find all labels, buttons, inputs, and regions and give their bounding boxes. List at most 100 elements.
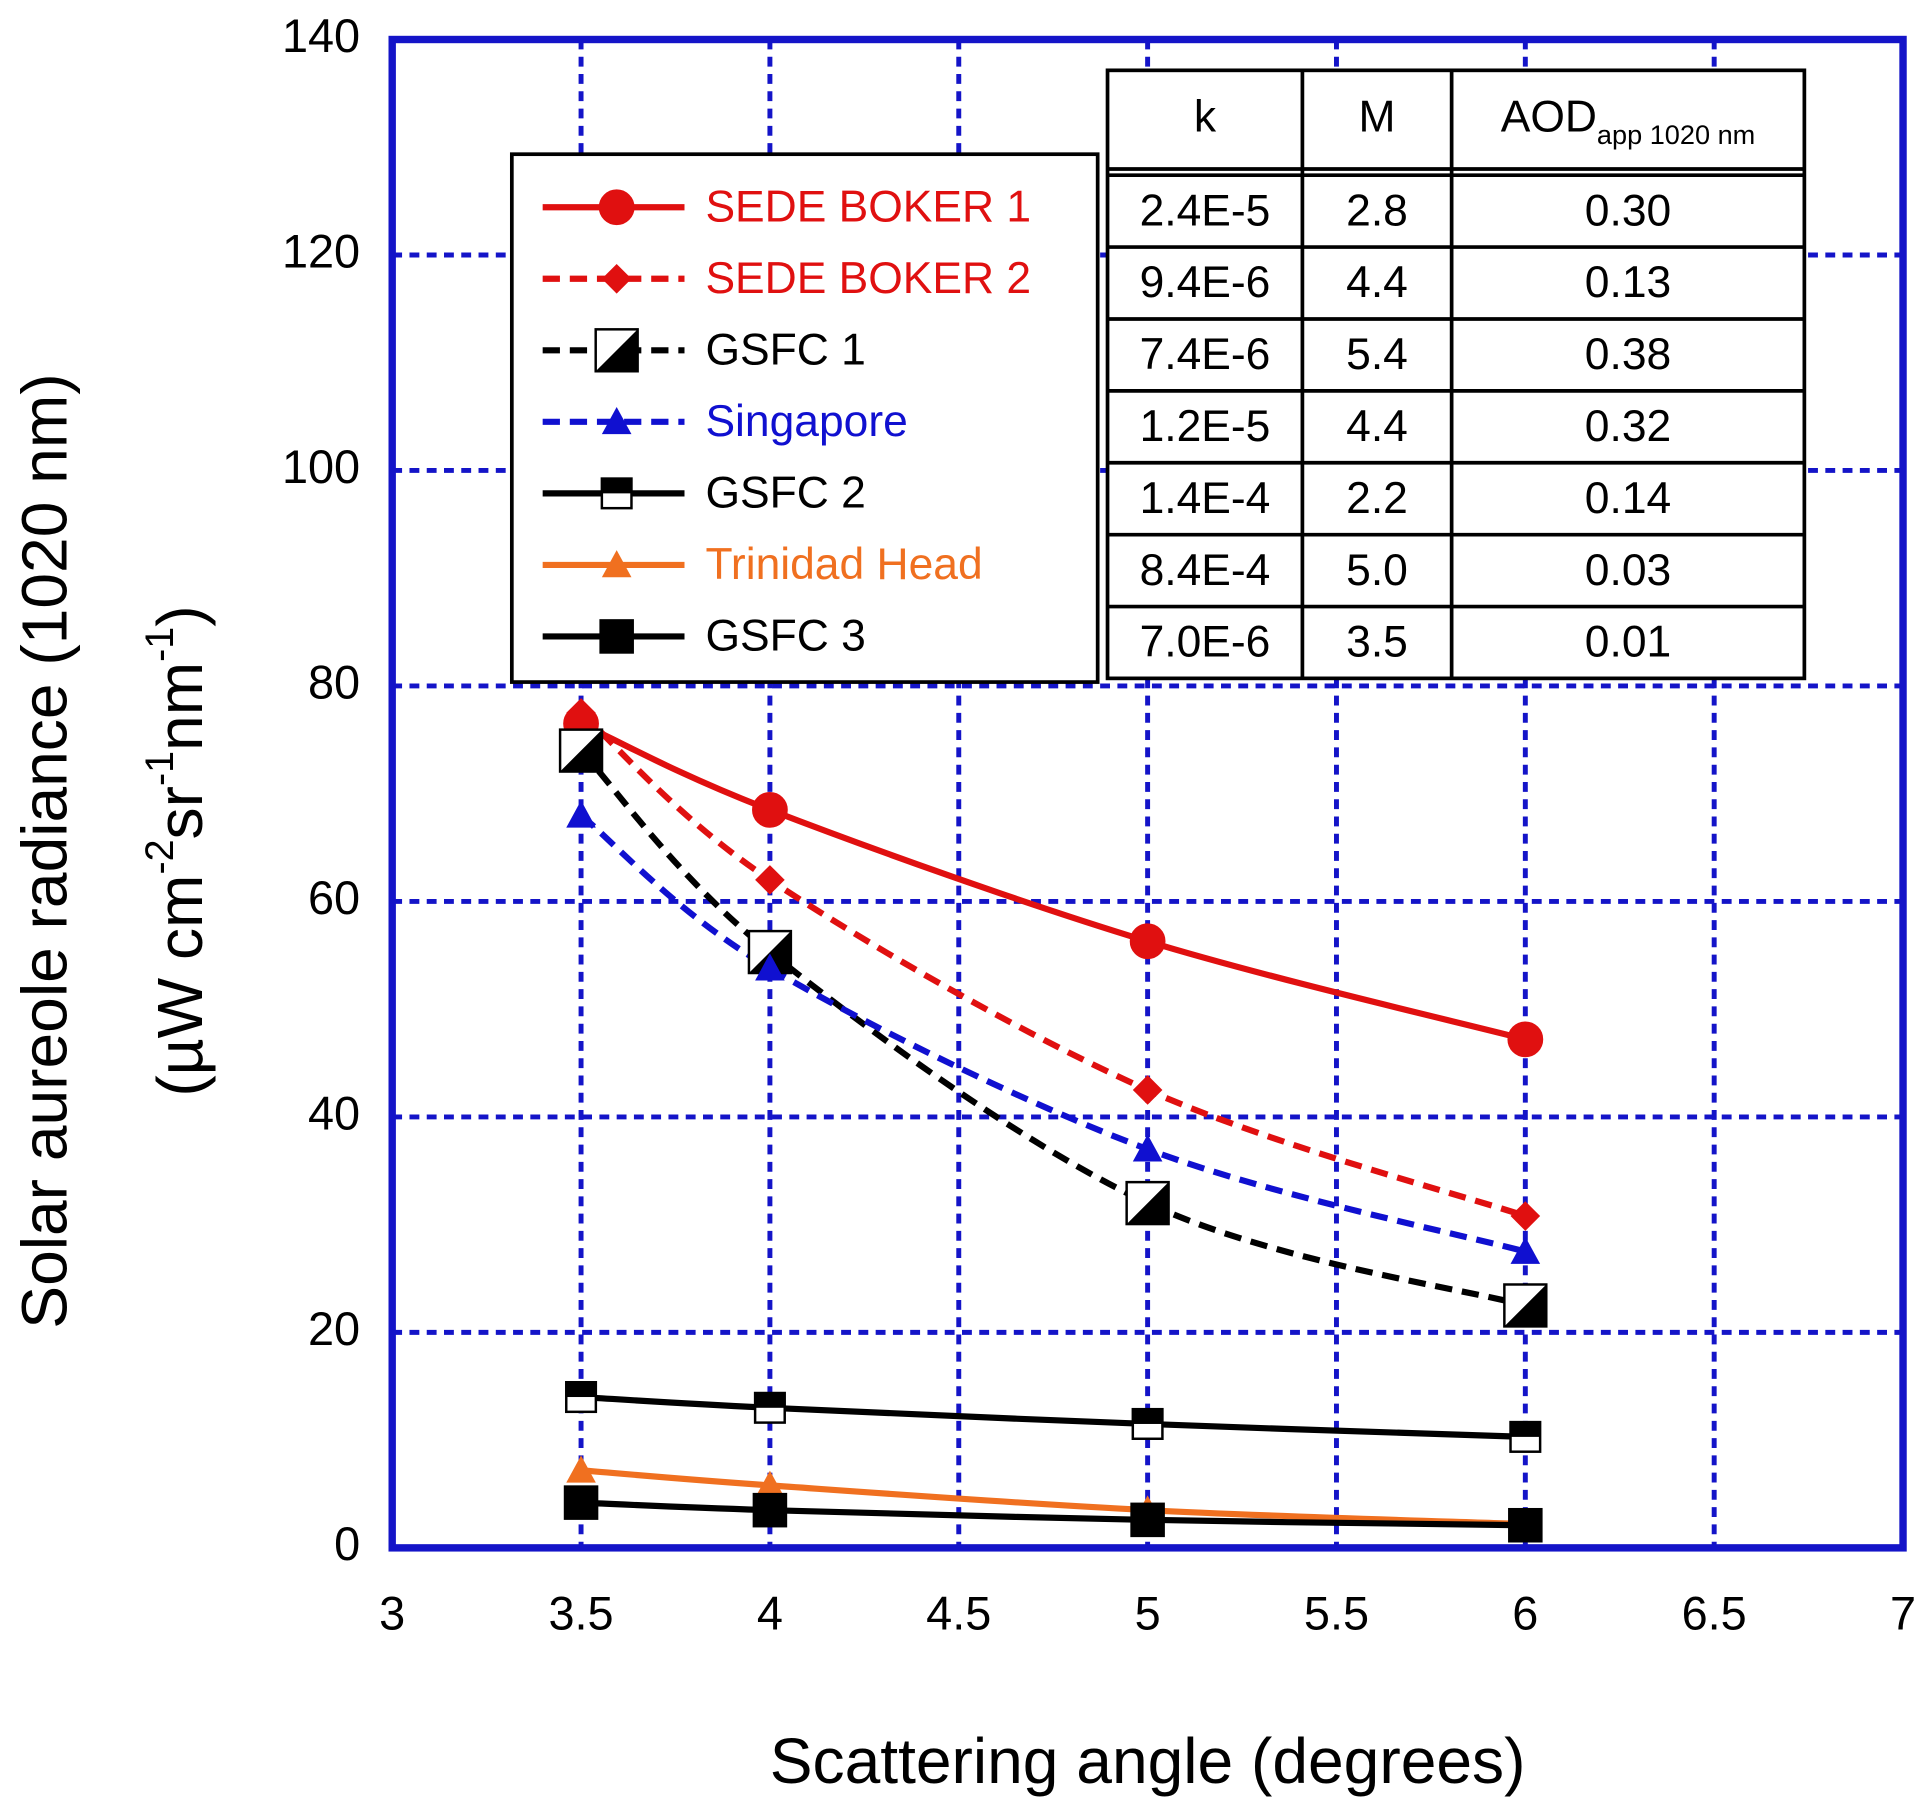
marker-part — [1508, 1507, 1543, 1543]
marker — [755, 953, 785, 981]
x-tick-label: 5.5 — [1304, 1587, 1369, 1639]
table-cell: 2.4E-5 — [1140, 186, 1271, 235]
table-header-text: AOD — [1501, 92, 1597, 141]
marker-part — [755, 953, 785, 981]
table-cell: 0.38 — [1585, 330, 1671, 379]
marker-part — [601, 407, 632, 435]
series-line — [580, 1499, 1526, 1529]
table-cell: 4.4 — [1346, 402, 1408, 451]
marker-part — [566, 1455, 596, 1483]
marker-part — [598, 189, 635, 226]
marker-part — [595, 329, 638, 372]
marker-part — [752, 791, 788, 828]
x-tick-label: 6.5 — [1682, 1587, 1747, 1639]
y-tick-label: 0 — [334, 1518, 360, 1570]
marker — [558, 728, 604, 773]
table-header: M — [1359, 92, 1396, 141]
y-axis-label-part: -2 — [138, 839, 182, 874]
y-axis-label-part: sr — [144, 786, 216, 839]
table-cell: 7.4E-6 — [1140, 330, 1271, 379]
y-axis-label-part: ) — [144, 605, 216, 626]
marker-part — [755, 1393, 785, 1408]
marker — [1508, 1507, 1543, 1543]
marker — [1130, 1502, 1165, 1538]
legend-label: Singapore — [705, 397, 907, 446]
legend-label: Trinidad Head — [705, 540, 982, 589]
table-cell: 0.30 — [1585, 186, 1671, 235]
marker-part — [1126, 1182, 1169, 1225]
table-header: k — [1194, 92, 1217, 141]
x-tick-label: 6 — [1512, 1587, 1538, 1639]
marker — [1131, 1407, 1164, 1440]
y-tick-label: 140 — [282, 10, 360, 62]
legend: SEDE BOKER 1 SEDE BOKER 2 GSFC 1 Singapore G… — [509, 152, 1100, 684]
legend-label: SEDE BOKER 2 — [705, 254, 1031, 303]
marker — [601, 263, 632, 294]
table-cell: 2.8 — [1346, 186, 1408, 235]
marker — [601, 550, 632, 578]
table-cell: 4.4 — [1346, 258, 1408, 307]
marker-part — [601, 478, 632, 494]
marker-part — [1510, 1201, 1541, 1231]
marker-part — [566, 800, 596, 828]
marker-part — [566, 1382, 596, 1398]
marker — [1132, 1075, 1163, 1105]
legend-label: SEDE BOKER 1 — [705, 182, 1031, 231]
y-axis-label-part: -1 — [138, 627, 182, 662]
marker-part — [755, 1470, 785, 1498]
table-box — [1105, 68, 1807, 681]
y-tick-label: 60 — [308, 872, 360, 924]
table-cell: 0.13 — [1585, 258, 1671, 307]
marker — [599, 619, 634, 654]
table-cell: 5.0 — [1346, 546, 1408, 595]
y-axis-label: (µW cm-2sr-1nm-1) — [138, 605, 216, 1096]
marker-part — [755, 865, 785, 895]
legend-box — [509, 152, 1100, 684]
marker-part — [599, 619, 634, 654]
marker-part — [1132, 1075, 1163, 1105]
table-cell: 0.14 — [1585, 474, 1671, 523]
table-header-sub: app 1020 nm — [1597, 119, 1755, 150]
series-line — [579, 720, 1527, 1043]
x-tick-label: 7 — [1890, 1587, 1916, 1639]
y-axis-label-part: -1 — [138, 751, 182, 786]
table-cell: 2.2 — [1346, 474, 1408, 523]
table-header: AODapp 1020 nm — [1501, 92, 1756, 150]
y-tick-label: 120 — [282, 225, 360, 277]
x-tick-label: 3 — [379, 1587, 405, 1639]
x-axis-label: Scattering angle (degrees) — [770, 1725, 1526, 1797]
marker — [600, 477, 633, 510]
x-tick-label: 5 — [1135, 1587, 1161, 1639]
y-tick-label: 20 — [308, 1303, 360, 1355]
series-line — [578, 748, 1527, 1309]
marker-part — [752, 1492, 788, 1528]
x-tick-label: 3.5 — [548, 1587, 613, 1639]
y-axis-label: Solar aureole radiance (1020 nm) — [8, 373, 80, 1328]
marker-part — [1132, 1409, 1163, 1424]
legend-label: GSFC 3 — [705, 612, 865, 661]
marker — [1507, 1021, 1544, 1058]
table-header-text: M — [1359, 92, 1396, 141]
marker-part — [1132, 1134, 1163, 1162]
table-header-text: k — [1194, 92, 1217, 141]
x-tick-label: 4.5 — [926, 1587, 991, 1639]
marker — [1503, 1283, 1548, 1328]
plot-frame — [388, 35, 1907, 1552]
marker-part — [1510, 1236, 1541, 1264]
marker — [752, 1492, 788, 1528]
marker — [563, 1485, 599, 1520]
legend-label: GSFC 1 — [705, 326, 865, 375]
y-tick-label: 100 — [282, 441, 360, 493]
marker-part — [1507, 1021, 1544, 1058]
table-cell: 5.4 — [1346, 330, 1408, 379]
marker — [1510, 1236, 1541, 1264]
marker — [565, 1380, 598, 1414]
table-cell: 1.4E-4 — [1140, 474, 1271, 523]
marker — [1132, 1134, 1163, 1162]
marker-part — [601, 263, 632, 294]
marker — [566, 800, 596, 828]
marker-part — [563, 1485, 599, 1520]
marker — [598, 189, 635, 226]
